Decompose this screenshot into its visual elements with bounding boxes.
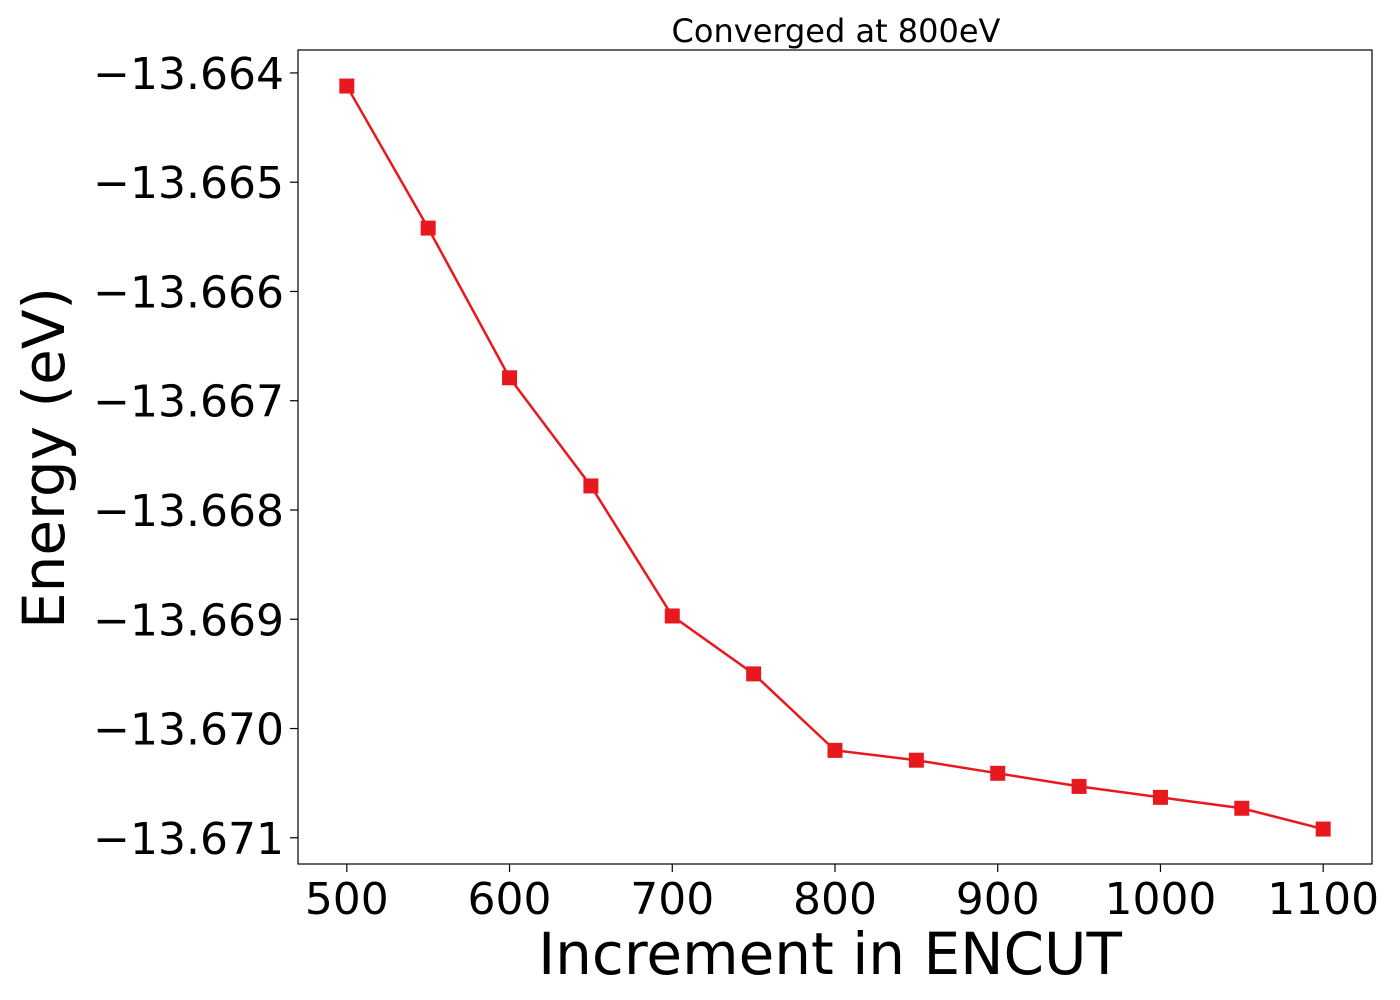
- x-tick-label: 600: [468, 874, 552, 925]
- x-tick-label: 800: [793, 874, 877, 925]
- y-tick-label: −13.664: [93, 49, 284, 100]
- data-point-marker: [502, 370, 518, 386]
- chart-title: Converged at 800eV: [672, 12, 1001, 50]
- data-point-marker: [664, 608, 680, 624]
- y-tick-label: −13.671: [93, 814, 284, 865]
- plot-frame: [297, 49, 1373, 865]
- x-tick-label: 1000: [1104, 874, 1216, 925]
- x-axis-title: Increment in ENCUT: [538, 920, 1122, 988]
- data-point-marker: [339, 78, 355, 94]
- data-point-marker: [990, 765, 1006, 781]
- x-axis: 500 600 700 800 900 1000 1100: [305, 864, 1379, 925]
- x-tick-label: 700: [630, 874, 714, 925]
- x-tick-label: 1100: [1267, 874, 1379, 925]
- x-tick-label: 500: [305, 874, 389, 925]
- data-point-marker: [827, 742, 843, 758]
- series-line: [345, 85, 1324, 831]
- y-axis: −13.664 −13.665 −13.666 −13.667 −13.668 −13.6…: [93, 49, 298, 865]
- plot-area: [297, 49, 1373, 865]
- y-tick-label: −13.667: [93, 377, 284, 428]
- y-tick-label: −13.668: [93, 486, 284, 537]
- x-tick-label: 900: [956, 874, 1040, 925]
- data-point-marker: [1071, 778, 1087, 794]
- y-tick-label: −13.666: [93, 267, 284, 318]
- y-tick-label: −13.670: [93, 705, 284, 756]
- data-point-marker: [1152, 789, 1168, 805]
- data-point-marker: [746, 666, 762, 682]
- data-point-marker: [908, 752, 924, 768]
- y-tick-label: −13.669: [93, 595, 284, 646]
- data-point-marker: [1234, 800, 1250, 816]
- y-axis-title: Energy (eV): [10, 287, 78, 629]
- data-point-marker: [583, 478, 599, 494]
- y-tick-label: −13.665: [93, 158, 284, 209]
- data-point-marker: [420, 220, 436, 236]
- data-point-marker: [1315, 821, 1331, 837]
